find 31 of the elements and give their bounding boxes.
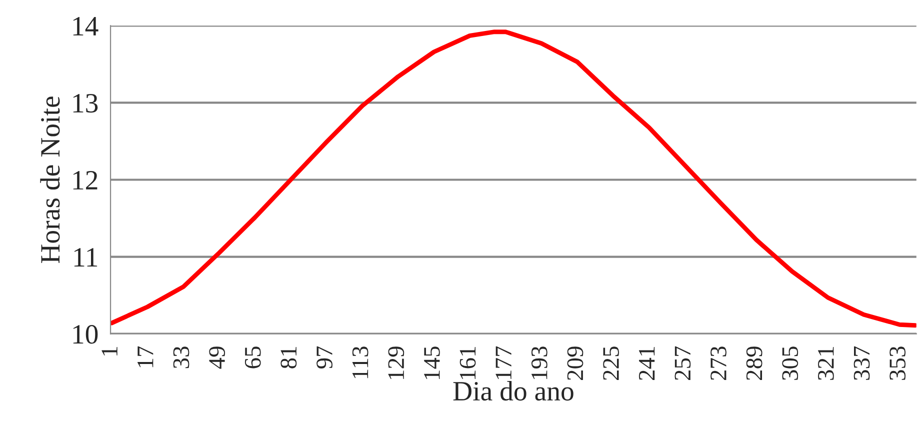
x-tick-label: 241 xyxy=(638,347,655,380)
x-tick-label: 209 xyxy=(567,346,584,380)
x-tick-label: 145 xyxy=(424,346,440,379)
y-tick-label: 11 xyxy=(74,248,98,266)
x-tick-label: 81 xyxy=(280,347,297,368)
x-axis-title: Dia do ano xyxy=(453,381,574,401)
x-tick-label: 129 xyxy=(388,346,404,379)
x-tick-label: 289 xyxy=(746,346,762,380)
x-tick-label: 161 xyxy=(460,347,476,379)
y-axis-title: Horas de Noite xyxy=(40,96,60,264)
x-tick-label: 1 xyxy=(102,347,118,356)
x-tick-label: 65 xyxy=(244,346,261,368)
x-tick-label: 33 xyxy=(173,346,190,368)
x-tick-label: 177 xyxy=(496,346,512,379)
x-tick-label: 225 xyxy=(603,346,619,380)
x-tick-label: 273 xyxy=(710,346,726,380)
x-tick-label: 193 xyxy=(531,346,548,379)
y-tick-label: 13 xyxy=(73,94,98,113)
y-tick-label: 12 xyxy=(73,171,98,190)
x-tick-label: 305 xyxy=(782,346,798,380)
x-tick-label: 337 xyxy=(854,346,870,380)
x-tick-label: 17 xyxy=(138,346,154,368)
x-tick-label: 97 xyxy=(316,346,332,368)
x-tick-label: 257 xyxy=(674,346,691,380)
x-tick-label: 49 xyxy=(209,346,225,369)
line-series xyxy=(110,30,916,328)
x-tick-label: 353 xyxy=(890,346,906,380)
y-tick-label: 14 xyxy=(73,16,98,36)
x-tick-label: 321 xyxy=(818,347,834,380)
y-tick-label: 10 xyxy=(73,325,98,344)
x-tick-label: 113 xyxy=(352,346,368,378)
